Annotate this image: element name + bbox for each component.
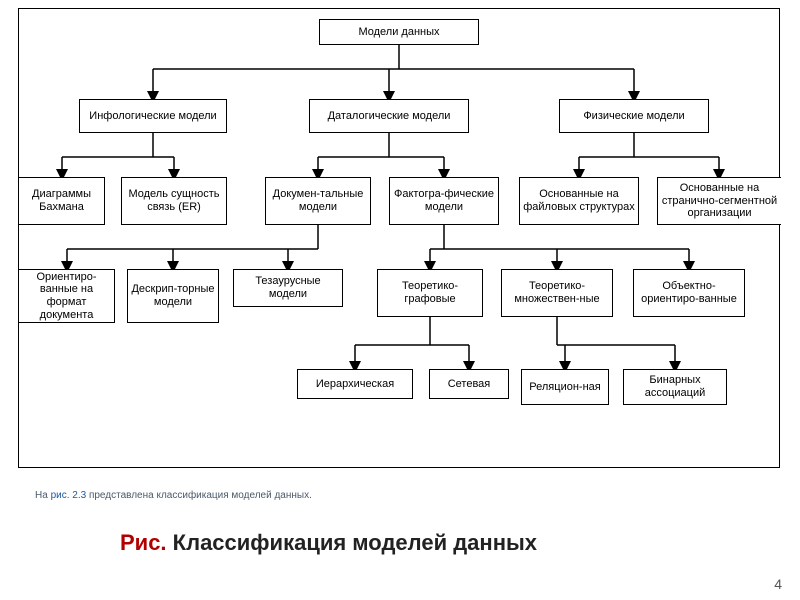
node-dat: Даталогические модели xyxy=(309,99,469,133)
node-fmt: Ориентиро-ванные на формат документа xyxy=(19,269,115,323)
node-inf: Инфологические модели xyxy=(79,99,227,133)
caption-main-rest: Классификация моделей данных xyxy=(167,530,537,555)
caption-ris: Рис. xyxy=(120,530,167,555)
page-number: 4 xyxy=(774,576,782,592)
node-fact: Фактогра-фические модели xyxy=(389,177,499,225)
node-tset: Теоретико-множествен-ные xyxy=(501,269,613,317)
node-desc: Дескрип-торные модели xyxy=(127,269,219,323)
node-thes: Тезаурусные модели xyxy=(233,269,343,307)
node-file: Основанные на файловых структурах xyxy=(519,177,639,225)
caption-small-suffix: представлена классификация моделей данны… xyxy=(86,490,312,501)
node-rel: Реляцион-ная xyxy=(521,369,609,405)
caption-small-link: рис. 2.3 xyxy=(51,490,87,501)
node-doc: Докумен-тальные модели xyxy=(265,177,371,225)
node-oo: Объектно-ориентиро-ванные xyxy=(633,269,745,317)
caption-small: На рис. 2.3 представлена классификация м… xyxy=(35,490,312,501)
caption-small-prefix: На xyxy=(35,490,51,501)
node-tgraf: Теоретико-графовые xyxy=(377,269,483,317)
node-root: Модели данных xyxy=(319,19,479,45)
node-phy: Физические модели xyxy=(559,99,709,133)
node-hier: Иерархическая xyxy=(297,369,413,399)
caption-main: Рис. Классификация моделей данных xyxy=(120,530,537,556)
node-bachman: Диаграммы Бахмана xyxy=(19,177,105,225)
node-page: Основанные на странично-сегментной орган… xyxy=(657,177,781,225)
node-bin: Бинарных ассоциаций xyxy=(623,369,727,405)
node-er: Модель сущность связь (ER) xyxy=(121,177,227,225)
classification-diagram: Модели данных Инфологические модели Датало… xyxy=(18,8,780,468)
node-net: Сетевая xyxy=(429,369,509,399)
